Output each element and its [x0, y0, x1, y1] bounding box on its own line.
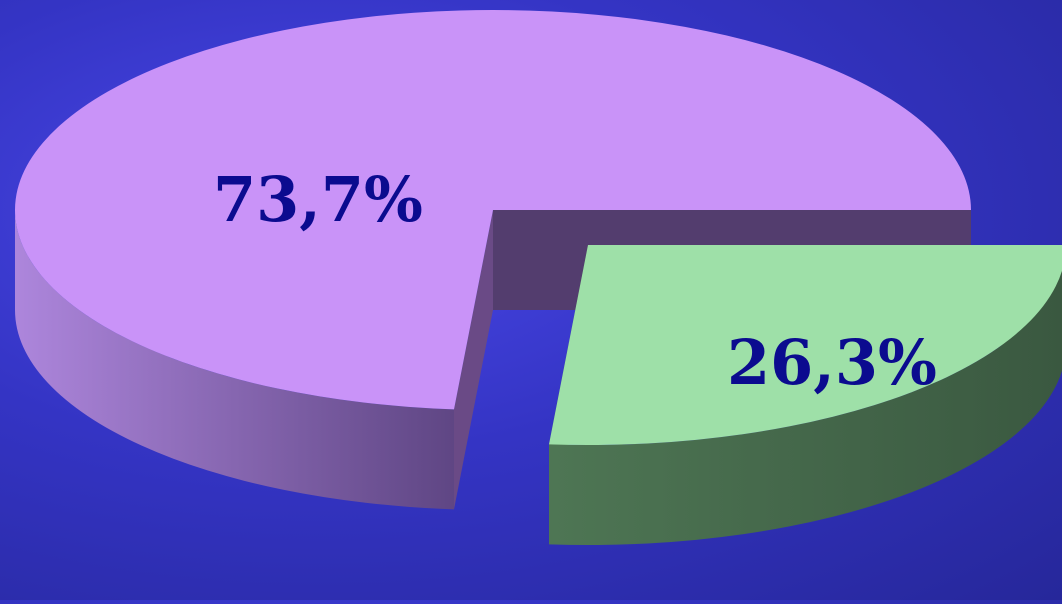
slice-1-side: [549, 270, 1062, 545]
slice-label-1: 26,3%: [727, 326, 937, 399]
slice-1-top: [549, 245, 1062, 445]
slice-0-cut-wall: [453, 210, 493, 510]
slice-0-side: [15, 210, 454, 510]
slice-label-0: 73,7%: [213, 163, 423, 236]
slice-0-top: [14, 9, 971, 410]
